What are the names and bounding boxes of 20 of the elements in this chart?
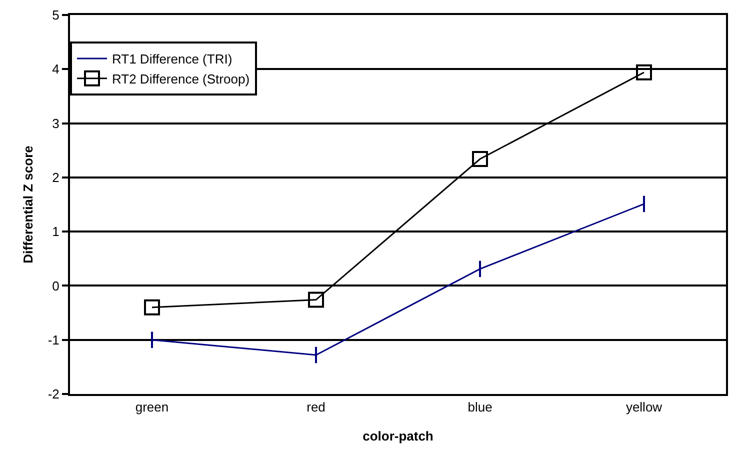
y-tick-label: -2 [48,386,60,402]
legend-label: RT2 Difference (Stroop) [112,71,250,86]
y-tick-label: 5 [52,8,60,23]
y-tick-label: 4 [52,62,60,77]
y-tick-label: -1 [48,332,60,348]
y-tick-label: 1 [52,224,60,240]
x-tick-label: yellow [626,400,663,415]
point [472,151,488,168]
y-tick-label: 3 [52,116,60,131]
y-axis-title: Differential Z score [20,146,36,264]
point [308,292,324,308]
x-tick-label: blue [468,400,492,415]
point [144,299,160,316]
legend-label: RT1 Difference (TRI) [112,52,232,67]
x-tick-label: green [135,400,169,415]
y-tick-label: 0 [52,278,60,294]
x-tick-label: red [306,400,326,415]
x-axis-title: color-patch [362,428,434,444]
point [636,64,652,80]
y-tick-label: 2 [52,170,60,185]
